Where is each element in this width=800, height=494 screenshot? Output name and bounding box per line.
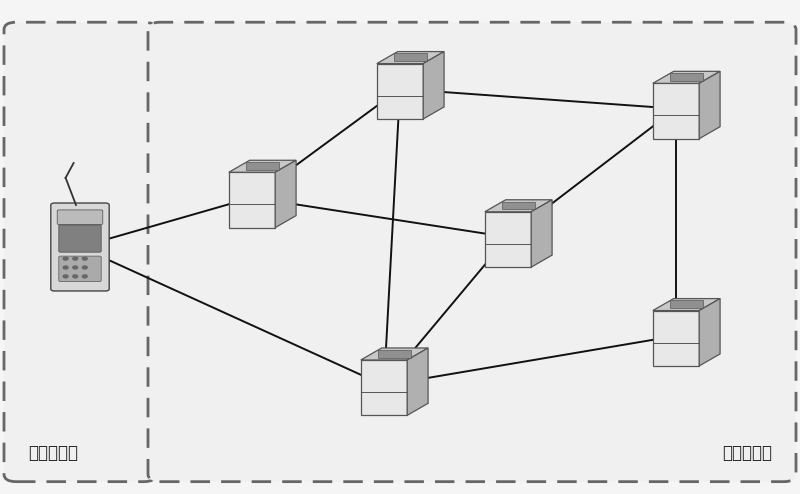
FancyBboxPatch shape	[59, 256, 101, 282]
Polygon shape	[246, 162, 278, 170]
Polygon shape	[361, 348, 428, 360]
Polygon shape	[361, 360, 407, 415]
Polygon shape	[229, 172, 275, 228]
FancyBboxPatch shape	[59, 225, 101, 252]
Polygon shape	[653, 311, 699, 366]
Polygon shape	[378, 350, 410, 358]
Circle shape	[73, 266, 78, 269]
FancyBboxPatch shape	[58, 210, 102, 224]
Polygon shape	[699, 71, 720, 139]
Polygon shape	[670, 300, 702, 308]
Text: 测量子系统: 测量子系统	[722, 444, 772, 462]
Circle shape	[63, 275, 68, 278]
Polygon shape	[670, 73, 702, 81]
Polygon shape	[699, 298, 720, 366]
Polygon shape	[394, 53, 426, 61]
Circle shape	[73, 275, 78, 278]
Polygon shape	[407, 348, 428, 415]
Circle shape	[82, 257, 87, 260]
Circle shape	[63, 266, 68, 269]
Circle shape	[82, 275, 87, 278]
FancyBboxPatch shape	[51, 203, 109, 291]
Circle shape	[73, 257, 78, 260]
FancyBboxPatch shape	[148, 22, 796, 482]
Polygon shape	[377, 51, 444, 64]
Polygon shape	[485, 200, 552, 212]
Polygon shape	[229, 160, 296, 172]
Polygon shape	[653, 298, 720, 311]
Polygon shape	[275, 160, 296, 228]
Polygon shape	[653, 83, 699, 139]
Polygon shape	[377, 64, 423, 119]
Circle shape	[63, 257, 68, 260]
Polygon shape	[502, 202, 534, 209]
FancyBboxPatch shape	[4, 22, 156, 482]
Polygon shape	[653, 71, 720, 83]
Polygon shape	[423, 51, 444, 119]
Text: 控制子系统: 控制子系统	[28, 444, 78, 462]
Polygon shape	[485, 212, 531, 267]
Polygon shape	[531, 200, 552, 267]
Circle shape	[82, 266, 87, 269]
